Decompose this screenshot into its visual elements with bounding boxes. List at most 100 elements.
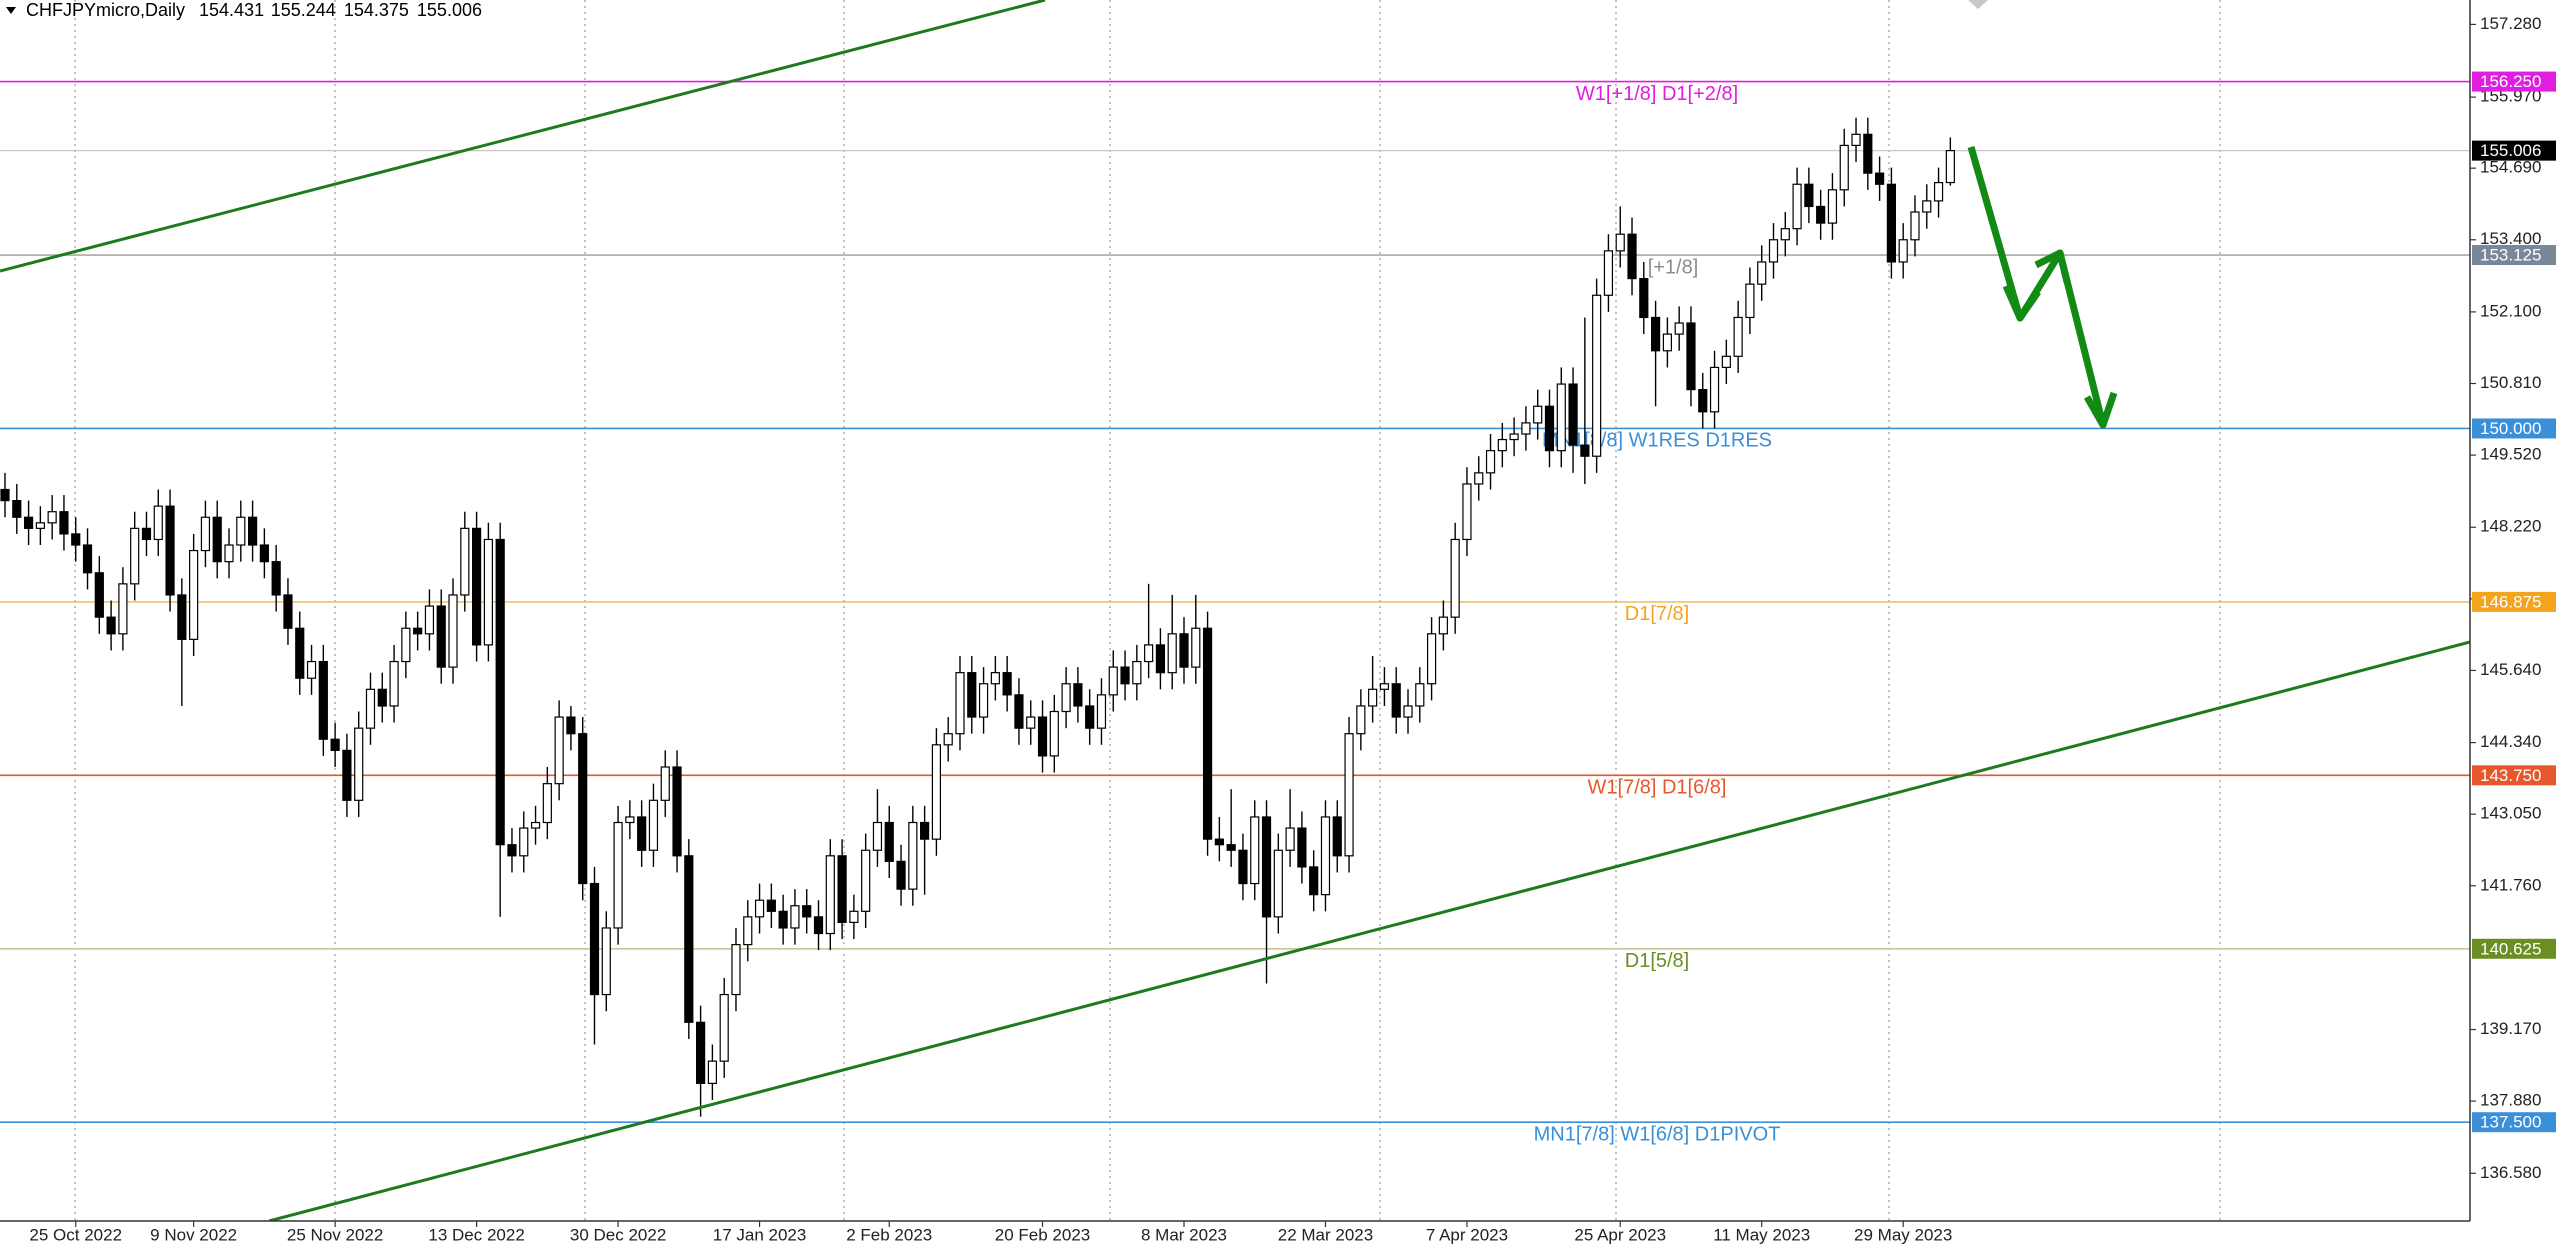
candle-body	[1285, 827, 1295, 851]
candle-body	[1792, 183, 1802, 230]
x-tick-label: 17 Jan 2023	[713, 1225, 807, 1244]
candle-body	[1674, 322, 1684, 335]
candle-body	[1096, 694, 1107, 729]
level-price-box	[2472, 245, 2556, 266]
x-tick-label: 8 Mar 2023	[1141, 1225, 1227, 1244]
level-price-box	[2472, 71, 2556, 92]
candle-body	[601, 927, 611, 996]
candle-body	[719, 993, 729, 1062]
candle-body	[849, 910, 859, 924]
level-price-box	[2472, 938, 2556, 959]
candle-body	[1368, 688, 1378, 707]
candle-body	[943, 733, 953, 746]
candle-body	[377, 688, 387, 707]
candle-body	[1568, 383, 1578, 446]
candle-body	[1662, 333, 1672, 352]
candle-body	[1627, 233, 1637, 280]
candle-body	[1450, 538, 1460, 618]
x-tick-label: 13 Dec 2022	[428, 1225, 524, 1244]
candle-body	[1309, 866, 1319, 896]
candle-body	[1014, 694, 1024, 729]
candles	[0, 117, 1955, 1117]
menu-triangle	[6, 7, 16, 14]
candle-body	[460, 527, 470, 596]
candle-body	[696, 1021, 706, 1084]
candle-body	[1485, 450, 1496, 474]
candle-body	[778, 910, 788, 929]
candle-body	[1438, 616, 1448, 635]
arrow-head	[2002, 284, 2041, 322]
candle-body	[354, 727, 364, 801]
level-price-box	[2472, 765, 2556, 786]
candle-body	[766, 899, 776, 912]
x-tick-label: 2 Feb 2023	[846, 1225, 932, 1244]
candle-body	[200, 516, 211, 552]
candle-body	[672, 766, 682, 857]
candle-body	[1556, 383, 1566, 452]
candle-body	[1415, 683, 1425, 707]
candle-body	[1816, 205, 1826, 224]
current-price-label: 155.006	[2480, 141, 2541, 160]
level-text: W1[7/8] D1[6/8]	[1588, 777, 1727, 799]
level-text: D1[7/8]	[1625, 603, 1689, 625]
candle-body	[365, 688, 376, 729]
candle-body	[472, 527, 482, 646]
x-tick-label: 29 May 2023	[1854, 1225, 1952, 1244]
candle-body	[1297, 827, 1307, 868]
candle-body	[967, 672, 977, 718]
candle-body	[1026, 716, 1036, 729]
candle-body	[530, 821, 541, 829]
candle-body	[884, 821, 894, 862]
candle-body	[47, 511, 57, 524]
ohlc-high: 155.244	[271, 0, 336, 20]
candle-body	[1332, 816, 1342, 857]
candle-body	[1804, 183, 1814, 208]
candle-body	[1733, 316, 1743, 357]
candle-body	[1521, 422, 1531, 435]
candle-body	[1922, 200, 1932, 213]
candle-body	[990, 672, 1000, 685]
y-tick-label: 141.760	[2480, 875, 2541, 894]
candle-body	[342, 749, 352, 801]
candle-body	[1226, 844, 1236, 851]
candle-body	[554, 716, 564, 785]
x-tick-label: 11 May 2023	[1713, 1225, 1810, 1244]
candle-body	[872, 821, 883, 851]
level-price-box	[2472, 418, 2556, 439]
candle-body	[1533, 405, 1543, 424]
level-price-label: 146.875	[2480, 592, 2541, 611]
current-price-box	[2472, 140, 2556, 161]
level-price-label: 153.125	[2480, 246, 2541, 265]
candle-body	[306, 660, 317, 679]
level-text: MN1[7/8] W1[6/8] D1PIVOT	[1534, 1123, 1781, 1145]
candle-body	[1379, 683, 1390, 690]
candle-body	[1403, 705, 1413, 718]
y-tick-label: 152.100	[2480, 301, 2541, 320]
x-tick-label: 20 Feb 2023	[995, 1225, 1090, 1244]
candle-body	[283, 594, 293, 629]
level-text: W1[+1/8] D1[+2/8]	[1576, 83, 1738, 105]
candle-body	[955, 672, 965, 735]
ohlc-low: 154.375	[344, 0, 409, 20]
level-price-box	[2472, 591, 2556, 612]
candle-body	[1603, 250, 1614, 296]
candle-body	[1426, 633, 1437, 685]
y-tick-label: 148.220	[2480, 517, 2541, 536]
candle-body	[1167, 633, 1177, 674]
candle-body	[1686, 322, 1696, 391]
candle-body	[23, 516, 34, 529]
level-text: D1[5/8]	[1625, 950, 1689, 972]
candle-body	[1073, 683, 1083, 707]
candle-body	[542, 783, 552, 824]
level-text: [+1/8]	[1648, 256, 1699, 278]
candle-body	[931, 744, 942, 840]
candle-body	[507, 844, 517, 857]
axis-labels: 157.280155.970154.690153.400152.100150.8…	[29, 14, 2556, 1244]
candle-body	[825, 855, 835, 935]
candle-body	[1273, 849, 1283, 918]
y-tick-label: 144.340	[2480, 732, 2541, 751]
ohlc-close: 155.006	[417, 0, 482, 20]
candle-body	[684, 855, 694, 1023]
ohlc-open: 154.431	[199, 0, 264, 20]
